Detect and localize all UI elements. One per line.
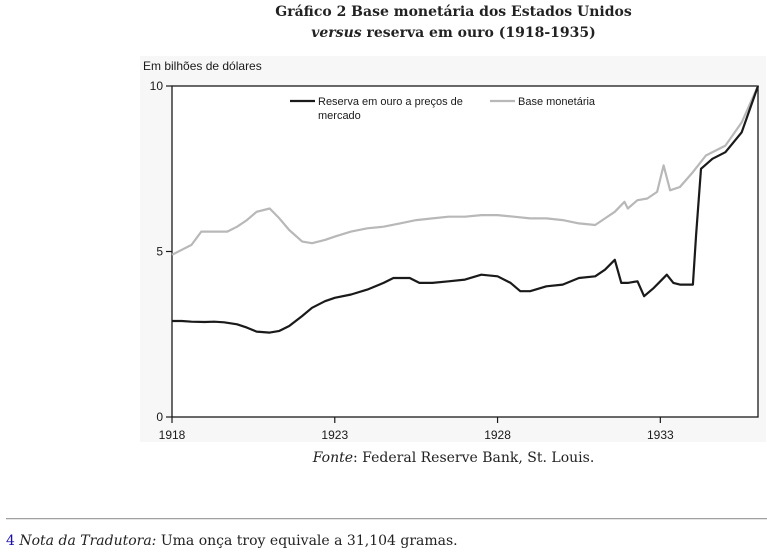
- footnote-divider: [6, 518, 767, 520]
- x-tick-label: 1923: [321, 428, 348, 442]
- chart-title: Gráfico 2 Base monetária dos Estados Uni…: [140, 2, 767, 44]
- footnote-number-link[interactable]: 4: [6, 533, 15, 549]
- chart-title-italic: versus: [311, 25, 362, 41]
- plot-frame: [171, 85, 759, 418]
- legend-label-reserva-ouro-line1: Reserva em ouro a preços de: [318, 96, 463, 108]
- y-tick-label: 10: [150, 79, 164, 93]
- axis-ticks: 1918 1923 1928 1933 0 5 10: [150, 79, 674, 442]
- chart-title-line1: Gráfico 2 Base monetária dos Estados Uni…: [275, 4, 632, 20]
- y-axis-label: Em bilhões de dólares: [143, 59, 262, 73]
- footnote-label: Nota da Tradutora:: [19, 533, 157, 549]
- x-tick-label: 1928: [484, 428, 511, 442]
- footnote-text: Uma onça troy equivale a 31,104 gramas.: [156, 533, 458, 549]
- chart-title-rest: reserva em ouro (1918-1935): [361, 25, 596, 41]
- chart-title-line2: versus reserva em ouro (1918-1935): [140, 23, 767, 44]
- legend-label-reserva-ouro: Reserva em ouro a preços de mercado: [318, 96, 466, 122]
- x-tick-label: 1918: [159, 428, 186, 442]
- y-tick-label: 0: [156, 410, 163, 424]
- legend: Reserva em ouro a preços de mercado Base…: [290, 96, 596, 122]
- caption-source-text: : Federal Reserve Bank, St. Louis.: [353, 450, 595, 466]
- series-line-base-monetaria: [171, 85, 760, 256]
- x-tick-label: 1933: [647, 428, 674, 442]
- y-tick-label: 5: [156, 245, 163, 259]
- caption-source-label: Fonte: [312, 450, 354, 466]
- legend-label-base-monetaria: Base monetária: [518, 96, 596, 108]
- figure-caption: Fonte: Federal Reserve Bank, St. Louis.: [140, 450, 767, 466]
- chart-figure: Em bilhões de dólares 1918 1923 1928 1933 0 5…: [140, 56, 766, 442]
- legend-label-reserva-ouro-line2: mercado: [318, 110, 361, 122]
- series-line-reserva-ouro: [172, 85, 760, 334]
- footnote: 4 Nota da Tradutora: Uma onça troy equiv…: [6, 533, 458, 549]
- line-chart: Em bilhões de dólares 1918 1923 1928 1933 0 5…: [143, 59, 760, 442]
